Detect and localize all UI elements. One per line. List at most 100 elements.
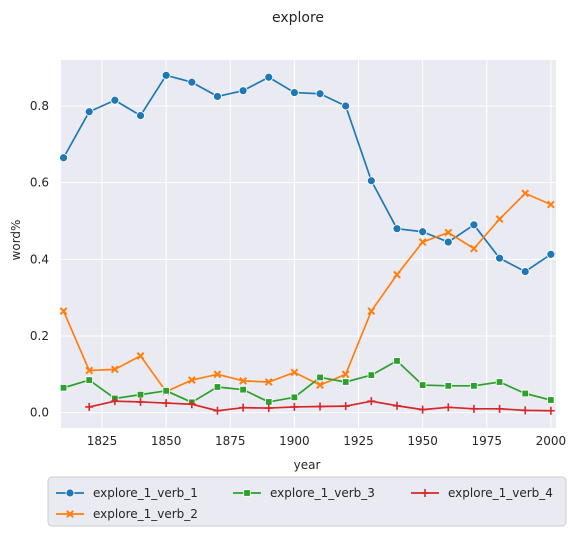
- data-point: [366, 176, 376, 186]
- y-tick-label: 0.6: [30, 176, 49, 190]
- data-point: [162, 399, 171, 408]
- legend-marker: [65, 488, 75, 498]
- data-point: [85, 366, 94, 375]
- series-line: [62, 74, 552, 273]
- data-point: [316, 373, 324, 382]
- data-point: [264, 404, 273, 413]
- data-point: [520, 267, 530, 277]
- legend-marker: [421, 489, 429, 497]
- data-point: [392, 224, 402, 234]
- legend-item: explore_1_verb_4: [411, 486, 553, 500]
- data-point: [367, 397, 376, 406]
- data-point: [547, 396, 555, 404]
- data-point: [161, 70, 171, 80]
- data-point: [495, 215, 504, 223]
- data-point: [213, 370, 222, 379]
- data-point: [213, 406, 222, 415]
- y-tick-label: 0.0: [30, 406, 49, 420]
- data-point: [521, 389, 529, 398]
- series-layer: [59, 70, 556, 415]
- legend-marker: [243, 489, 251, 497]
- data-point: [393, 357, 401, 365]
- legend: explore_1_verb_1 explore_1_verb_3 explore_…: [47, 476, 567, 527]
- x-tick-label: 1900: [279, 434, 310, 448]
- data-point: [162, 387, 170, 395]
- data-point: [213, 383, 222, 391]
- data-point: [495, 253, 504, 263]
- data-point: [469, 220, 479, 230]
- data-point: [289, 88, 299, 97]
- data-point: [85, 376, 93, 384]
- data-point: [239, 403, 248, 412]
- data-point: [341, 101, 351, 111]
- data-point: [367, 371, 376, 379]
- y-tick-label: 0.2: [30, 329, 49, 343]
- data-point: [521, 406, 530, 415]
- data-point: [187, 376, 196, 384]
- x-tick-label: 1950: [407, 434, 438, 448]
- legend-label: explore_1_verb_2: [93, 507, 198, 521]
- data-point: [136, 352, 145, 360]
- series-line: [63, 360, 552, 404]
- legend-label: explore_1_verb_4: [448, 486, 553, 500]
- x-tick-label: 1875: [215, 434, 246, 448]
- data-point: [546, 200, 555, 209]
- legend-item: explore_1_verb_2: [56, 507, 198, 521]
- data-point: [341, 402, 350, 411]
- data-point: [316, 381, 324, 389]
- data-point: [444, 228, 453, 237]
- legend-marker: [66, 510, 74, 518]
- legend-frame: [47, 476, 567, 527]
- data-point: [136, 397, 145, 406]
- y-tick-label: 0.8: [30, 99, 49, 113]
- data-point: [110, 95, 120, 105]
- legend-label: explore_1_verb_1: [93, 486, 198, 500]
- legend-item: explore_1_verb_1: [56, 486, 198, 500]
- data-point: [418, 405, 427, 414]
- data-point: [316, 402, 325, 411]
- data-point: [187, 77, 197, 87]
- data-point: [290, 402, 299, 411]
- data-point: [110, 365, 119, 374]
- legend-label: explore_1_verb_3: [270, 486, 375, 500]
- data-point: [367, 307, 376, 315]
- x-tick-label: 1975: [471, 434, 502, 448]
- data-point: [521, 189, 530, 198]
- data-point: [418, 238, 427, 246]
- data-point: [213, 92, 222, 101]
- data-point: [136, 390, 145, 399]
- data-point: [264, 378, 273, 386]
- data-point: [238, 86, 248, 96]
- data-point: [418, 381, 427, 389]
- data-point: [444, 382, 452, 390]
- data-point: [546, 406, 555, 415]
- data-point: [495, 404, 504, 413]
- x-axis-label: year: [294, 458, 321, 472]
- data-point: [393, 270, 401, 279]
- chart-title: explore: [272, 10, 324, 26]
- data-point: [239, 376, 248, 385]
- data-point: [239, 385, 247, 394]
- x-tick-label: 1925: [343, 434, 374, 448]
- data-point: [136, 111, 145, 120]
- series-line: [62, 192, 552, 393]
- data-point: [443, 237, 453, 247]
- grid-lines: [61, 60, 556, 428]
- data-point: [85, 402, 94, 411]
- data-point: [341, 378, 350, 386]
- y-axis-label: word%: [9, 220, 23, 261]
- data-point: [470, 382, 478, 390]
- data-point: [315, 89, 325, 99]
- y-tick-label: 0.4: [30, 252, 49, 266]
- data-point: [110, 397, 119, 406]
- data-point: [59, 153, 68, 163]
- data-point: [290, 393, 299, 402]
- series-1: [59, 70, 556, 277]
- data-point: [470, 244, 478, 253]
- data-point: [495, 378, 504, 386]
- data-point: [290, 368, 299, 377]
- data-point: [264, 72, 274, 82]
- tick-labels: 1825 1850 1875 1900 1925 1950 1975 2000 0.0 0.2 0.…: [30, 99, 566, 448]
- data-point: [418, 227, 428, 237]
